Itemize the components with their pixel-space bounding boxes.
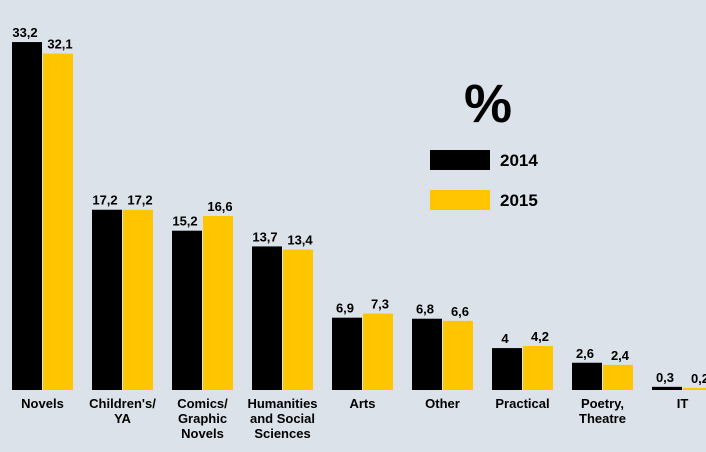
x-tick-label: Humanities and Social Sciences [247, 396, 318, 441]
bar [332, 317, 362, 390]
value-label: 15,2 [172, 214, 197, 229]
x-tick-label: Practical [495, 396, 550, 411]
bar [572, 362, 602, 390]
value-label: 4,2 [531, 329, 549, 344]
bar [363, 313, 393, 390]
value-label: 6,6 [451, 304, 469, 319]
value-label: 33,2 [12, 25, 37, 40]
value-label: 2,6 [576, 346, 594, 361]
legend-label: 2015 [500, 191, 538, 210]
value-label: 13,7 [252, 229, 277, 244]
legend-title: % [464, 74, 512, 134]
bar [443, 320, 473, 390]
x-tick-label: Arts [349, 396, 376, 411]
value-label: 17,2 [127, 193, 152, 208]
bar [43, 53, 73, 390]
value-label: 0,3 [656, 370, 674, 385]
value-label: 17,2 [92, 193, 117, 208]
value-label: 32,1 [47, 37, 72, 52]
bar [412, 318, 442, 390]
value-label: 6,8 [416, 302, 434, 317]
bar [12, 42, 42, 391]
bar [683, 387, 706, 390]
x-tick-label: Novels [21, 396, 64, 411]
value-label: 4 [501, 331, 509, 346]
bar [92, 209, 122, 390]
value-label: 7,3 [371, 296, 389, 311]
bar [492, 348, 522, 390]
bar [203, 216, 233, 390]
value-label: 6,9 [336, 301, 354, 316]
bar [283, 249, 313, 390]
value-label: 13,4 [287, 233, 313, 248]
bar [172, 230, 202, 390]
legend-swatch [430, 150, 490, 170]
bar [123, 209, 153, 390]
bar [603, 364, 633, 390]
x-tick-label: Other [425, 396, 460, 411]
bar [523, 345, 553, 390]
bar [252, 246, 282, 390]
legend-swatch [430, 190, 490, 210]
bar [652, 386, 682, 390]
value-label: 2,4 [611, 348, 630, 363]
value-label: 0,2 [691, 371, 706, 386]
x-tick-label: Comics/ Graphic Novels [177, 396, 228, 441]
x-tick-label: IT [676, 396, 689, 411]
legend-label: 2014 [500, 151, 538, 170]
value-label: 16,6 [207, 199, 232, 214]
x-tick-label: Poetry, Theatre [579, 396, 626, 426]
x-tick-label: Children's/ YA [89, 396, 156, 426]
